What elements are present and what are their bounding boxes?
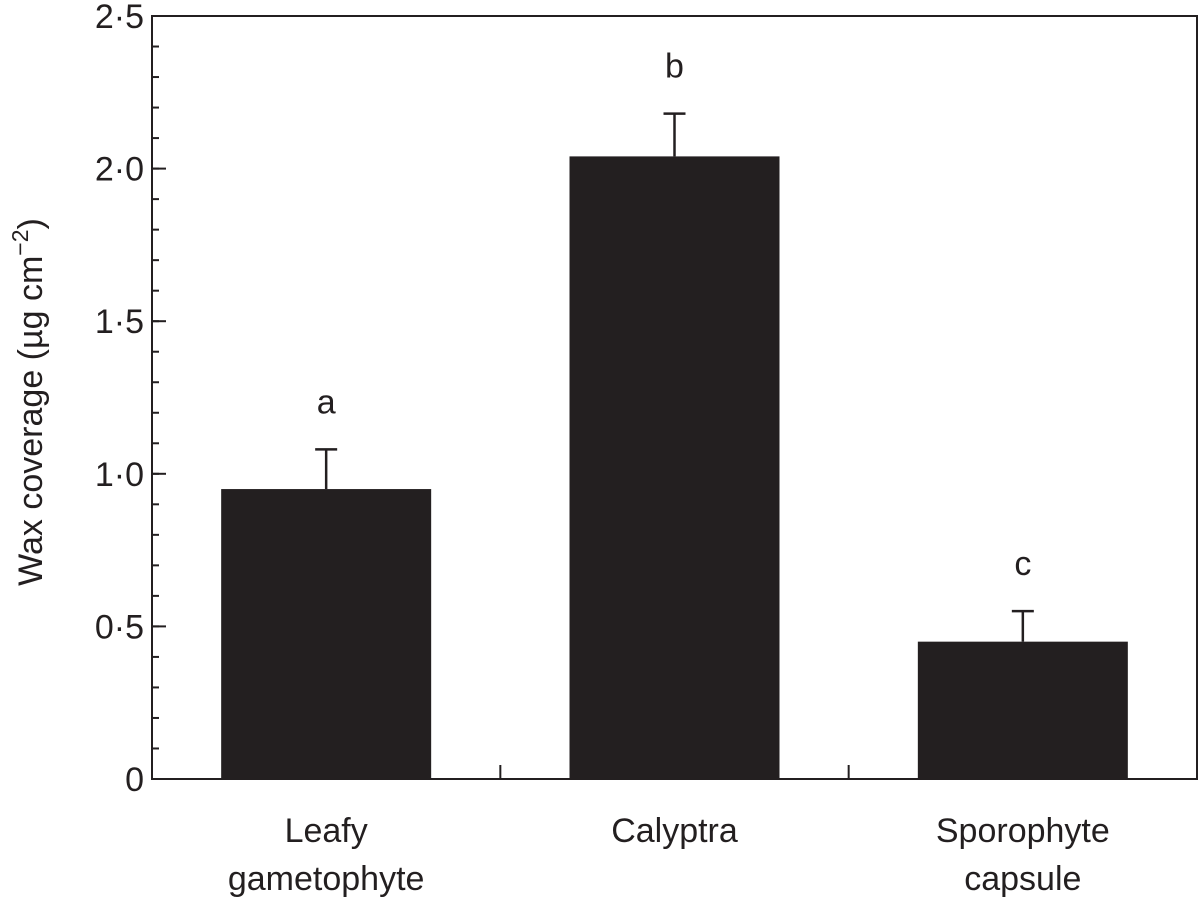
y-tick-label: 1·5	[95, 303, 144, 341]
x-category-label: Sporophyte	[936, 812, 1110, 850]
y-tick-label: 2·5	[95, 0, 144, 36]
chart-bars	[221, 112, 1128, 780]
y-axis-title: Wax coverage (µg cm−2)	[7, 218, 50, 586]
significance-letter: c	[1014, 545, 1031, 583]
significance-letter: a	[317, 383, 336, 421]
x-category-label: capsule	[964, 860, 1081, 898]
x-category-label: gametophyte	[228, 860, 425, 898]
x-category-label: Calyptra	[611, 812, 738, 850]
bar	[221, 489, 432, 779]
y-tick-label: 0	[125, 761, 144, 799]
significance-letter: b	[665, 48, 684, 86]
y-tick-label: 2·0	[95, 151, 144, 189]
chart-labels: a Leafy gametophyte b Calyptra c Sporophyte cap…	[228, 48, 1110, 898]
y-tick-label: 0·5	[95, 608, 144, 646]
y-tick-label: 1·0	[95, 456, 144, 494]
bar	[917, 641, 1128, 779]
bar	[569, 156, 780, 780]
x-category-label: Leafy	[285, 812, 368, 850]
